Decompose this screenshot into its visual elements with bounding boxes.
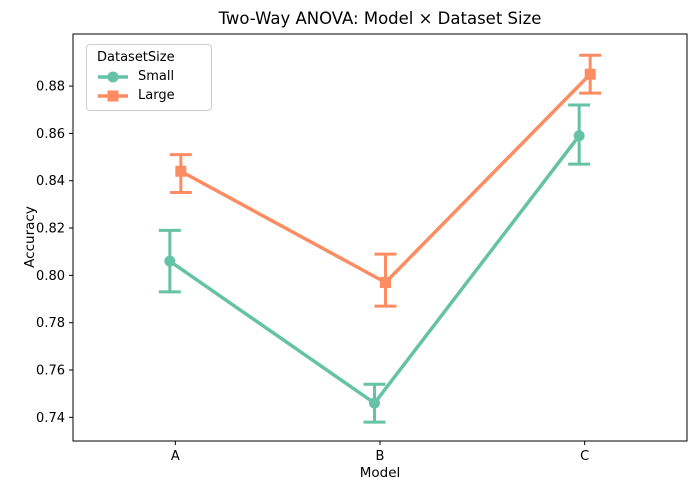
y-tick-label: 0.82 [36, 222, 65, 237]
data-point-marker-circle [573, 130, 585, 142]
legend-entry-large: Large [96, 88, 202, 103]
series-line-large [179, 72, 592, 285]
legend: DatasetSize Small Large [86, 44, 212, 111]
data-point-marker-square [175, 165, 187, 177]
data-point-marker-square [584, 68, 596, 80]
series-line-small [168, 134, 581, 406]
y-tick-label: 0.86 [36, 127, 65, 142]
y-tick-label: 0.80 [36, 269, 65, 284]
legend-entry-label: Small [138, 69, 175, 84]
x-tick-label: B [376, 449, 385, 464]
data-point-marker-circle [164, 255, 176, 267]
chart-title: Two-Way ANOVA: Model × Dataset Size [218, 9, 542, 28]
x-tick-label: A [171, 449, 180, 464]
legend-entries: Small Large [96, 69, 202, 103]
legend-entry-label: Large [138, 88, 175, 103]
legend-marker-icon [98, 90, 128, 101]
y-axis-label: Accuracy [22, 206, 38, 268]
legend-title: DatasetSize [97, 50, 175, 65]
x-axis-label: Model [359, 465, 401, 481]
data-point-marker-square [380, 276, 391, 288]
legend-entry-small: Small [96, 69, 202, 84]
y-tick-label: 0.78 [36, 316, 65, 331]
y-tick-label: 0.84 [36, 174, 65, 189]
legend-marker-icon [98, 71, 128, 82]
y-tick-label: 0.88 [36, 80, 65, 95]
x-tick-label: C [580, 449, 589, 464]
y-tick-label: 0.74 [36, 411, 65, 426]
y-tick-label: 0.76 [36, 364, 65, 379]
data-point-marker-circle [369, 397, 380, 409]
